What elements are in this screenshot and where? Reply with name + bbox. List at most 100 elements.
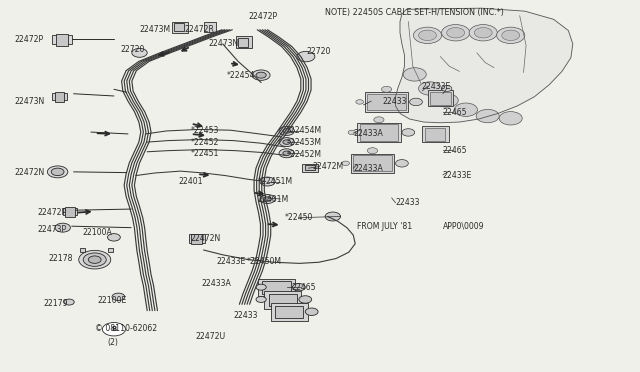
Text: 22401: 22401: [178, 177, 202, 186]
Circle shape: [497, 27, 525, 44]
Bar: [238, 38, 248, 47]
Bar: [275, 306, 303, 318]
Circle shape: [356, 100, 364, 104]
Circle shape: [260, 195, 275, 203]
Circle shape: [252, 70, 270, 80]
Circle shape: [499, 112, 522, 125]
Text: 22720: 22720: [120, 45, 145, 54]
Circle shape: [64, 299, 74, 305]
Circle shape: [279, 149, 294, 158]
Text: 22178: 22178: [48, 254, 72, 263]
Circle shape: [367, 148, 378, 154]
Text: 22433: 22433: [396, 198, 420, 207]
Bar: [367, 94, 406, 110]
Bar: [351, 154, 394, 173]
Circle shape: [283, 129, 291, 133]
Circle shape: [413, 27, 442, 44]
Circle shape: [279, 138, 294, 147]
Bar: [353, 155, 392, 171]
Text: 22473N: 22473N: [14, 97, 44, 106]
Text: 22433E: 22433E: [421, 82, 451, 91]
Text: 22433A: 22433A: [353, 129, 383, 138]
Bar: [428, 90, 453, 106]
Bar: [236, 36, 252, 48]
Text: 22465: 22465: [443, 146, 467, 155]
Text: *22454M: *22454M: [287, 126, 322, 135]
Bar: [365, 92, 408, 112]
Circle shape: [419, 82, 442, 95]
Text: *22453: *22453: [191, 126, 219, 135]
Text: *22452M: *22452M: [287, 150, 322, 159]
Circle shape: [447, 28, 465, 38]
Polygon shape: [396, 8, 573, 123]
Text: 22100A: 22100A: [82, 228, 111, 237]
Text: 22433E: 22433E: [216, 257, 246, 266]
Bar: [65, 207, 75, 217]
Text: FROM JULY '81: FROM JULY '81: [357, 222, 412, 231]
Text: 22465: 22465: [443, 108, 467, 117]
Circle shape: [396, 160, 408, 167]
Circle shape: [283, 140, 291, 144]
Text: *22452: *22452: [191, 138, 219, 147]
Bar: [56, 34, 68, 46]
Circle shape: [112, 293, 125, 301]
Text: 22473N: 22473N: [208, 39, 238, 48]
Circle shape: [108, 234, 120, 241]
Circle shape: [292, 283, 305, 291]
Circle shape: [297, 51, 315, 62]
Circle shape: [264, 197, 271, 201]
Bar: [305, 165, 315, 170]
Text: 22401M: 22401M: [257, 195, 289, 203]
Bar: [189, 234, 205, 243]
Text: 22465: 22465: [291, 283, 316, 292]
Circle shape: [283, 151, 291, 155]
Bar: [269, 294, 297, 306]
Text: 22100E: 22100E: [97, 296, 127, 305]
Circle shape: [260, 177, 275, 186]
Text: 22472P: 22472P: [14, 35, 44, 44]
Circle shape: [132, 48, 147, 57]
Bar: [204, 22, 216, 32]
Circle shape: [55, 223, 70, 232]
Bar: [52, 35, 72, 44]
Text: *22453M: *22453M: [287, 138, 322, 147]
Circle shape: [256, 296, 266, 302]
Bar: [174, 23, 184, 31]
Bar: [172, 22, 188, 33]
Text: *22450M: *22450M: [246, 257, 282, 266]
Text: B: B: [111, 326, 116, 332]
Bar: [191, 234, 202, 244]
Bar: [63, 208, 77, 215]
Text: 22433A: 22433A: [353, 164, 383, 173]
Circle shape: [419, 30, 436, 41]
Text: 22472R: 22472R: [184, 25, 214, 34]
Circle shape: [435, 94, 458, 107]
Text: 22472M: 22472M: [312, 162, 344, 171]
Bar: [430, 92, 451, 105]
Text: 22472N: 22472N: [191, 234, 221, 243]
Text: 22472P: 22472P: [37, 208, 67, 217]
Circle shape: [403, 68, 426, 81]
Circle shape: [502, 30, 520, 41]
Bar: [55, 92, 64, 102]
Bar: [271, 303, 308, 321]
Text: *22451M: *22451M: [257, 177, 292, 186]
Text: *22454: *22454: [227, 71, 256, 80]
Circle shape: [79, 250, 111, 269]
Text: 22720: 22720: [306, 47, 330, 56]
Text: NOTE) 22450S CABLE SET-H/TENSION (INC.*): NOTE) 22450S CABLE SET-H/TENSION (INC.*): [325, 8, 504, 17]
Bar: [258, 279, 295, 296]
Text: 22433E: 22433E: [443, 171, 472, 180]
Bar: [52, 93, 67, 100]
Circle shape: [102, 323, 125, 336]
Circle shape: [47, 166, 68, 178]
Circle shape: [348, 130, 356, 135]
Text: 22472N: 22472N: [14, 169, 44, 177]
Bar: [302, 164, 318, 172]
Circle shape: [256, 72, 266, 78]
Text: © 08110-62062: © 08110-62062: [95, 324, 157, 333]
Bar: [80, 248, 85, 252]
Text: (2): (2): [108, 339, 118, 347]
Circle shape: [442, 86, 452, 92]
Text: 22433: 22433: [383, 97, 407, 106]
